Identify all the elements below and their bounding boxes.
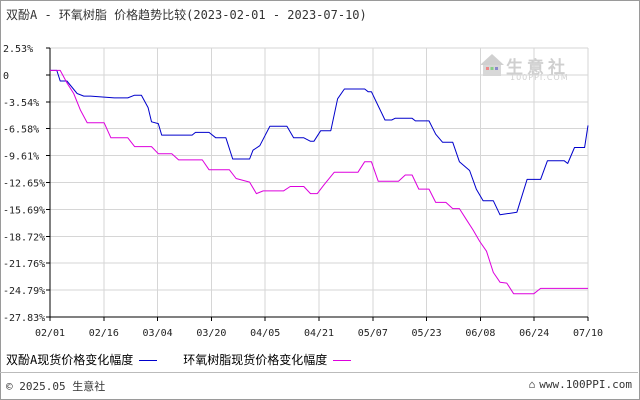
footer-copyright: © 2025.05 生意社 — [6, 380, 106, 393]
watermark-house-icon — [480, 54, 504, 76]
y-tick-label: -12.65% — [3, 179, 45, 190]
y-tick-label: -24.79% — [3, 286, 45, 297]
x-tick-label: 02/01 — [35, 328, 65, 339]
y-tick-label: -18.72% — [3, 232, 45, 243]
watermark-logo: 生意社 100PPI.COM — [478, 52, 569, 82]
x-tick-label: 06/08 — [465, 328, 495, 339]
watermark-name: 生意社 — [506, 57, 569, 78]
x-tick-label: 07/10 — [573, 328, 603, 339]
line-chart: 2.53% 0 -3.54% -6.58% -9.61% -12.65% -15.69% -1… — [3, 44, 603, 339]
y-tick-label: -21.76% — [3, 259, 45, 270]
footer-website: ⌂ www.100PPI.com — [529, 378, 632, 391]
x-tick-label: 05/23 — [412, 328, 442, 339]
x-tick-label: 02/16 — [89, 328, 119, 339]
chart-title: 双酚A - 环氧树脂 价格趋势比较(2023-02-01 - 2023-07-1… — [6, 8, 367, 22]
x-tick-label: 04/05 — [250, 328, 280, 339]
footer-divider — [0, 372, 638, 373]
footer-website-text: www.100PPI.com — [539, 378, 632, 391]
series-line-2 — [50, 69, 588, 295]
legend-label-series-2: 环氧树脂现货价格变化幅度 — [183, 353, 328, 367]
y-tick-label: -15.69% — [3, 205, 45, 216]
watermark-url: 100PPI.COM — [510, 73, 569, 82]
series-line-1 — [50, 69, 589, 216]
legend-label-series-1: 双酚A现货价格变化幅度 — [6, 353, 134, 367]
chart-legend: 双酚A现货价格变化幅度 环氧树脂现货价格变化幅度 — [6, 351, 377, 368]
y-tick-label: -27.83% — [3, 313, 45, 324]
y-tick-label: 0 — [3, 71, 9, 82]
y-tick-label: -9.61% — [3, 152, 39, 163]
site-logo-icon: ⌂ — [528, 378, 536, 391]
x-tick-label: 04/21 — [304, 328, 334, 339]
y-tick-label: 2.53% — [3, 44, 33, 55]
legend-swatch-series-1 — [139, 360, 158, 361]
x-tick-label: 05/07 — [358, 328, 388, 339]
x-tick-label: 03/04 — [143, 328, 173, 339]
y-tick-label: -3.54% — [3, 98, 39, 109]
legend-swatch-series-2 — [333, 360, 352, 361]
y-tick-label: -6.58% — [3, 125, 39, 136]
x-tick-label: 06/24 — [519, 328, 549, 339]
x-tick-label: 03/20 — [196, 328, 226, 339]
